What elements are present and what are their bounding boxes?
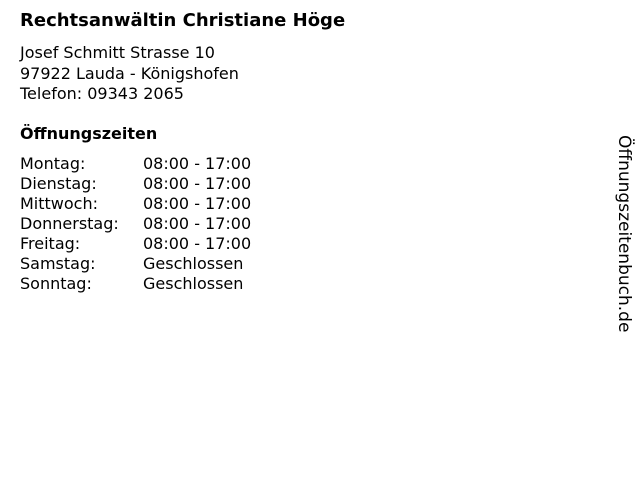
hours-row: Donnerstag: 08:00 - 17:00	[20, 214, 251, 234]
time: 08:00 - 17:00	[143, 214, 252, 233]
hours-table: Montag: 08:00 - 17:00 Dienstag: 08:00 - 17…	[20, 154, 251, 294]
hours-heading: Öffnungszeiten	[20, 124, 158, 143]
time: Geschlossen	[143, 254, 244, 273]
day: Mittwoch:	[20, 194, 98, 213]
time: 08:00 - 17:00	[143, 154, 252, 173]
hours-row: Samstag: Geschlossen	[20, 254, 251, 274]
city: 97922 Lauda - Königshofen	[20, 63, 239, 83]
day: Dienstag:	[20, 174, 97, 193]
time: 08:00 - 17:00	[143, 234, 252, 253]
site-watermark: Öffnungszeitenbuch.de	[614, 135, 634, 333]
hours-row: Freitag: 08:00 - 17:00	[20, 234, 251, 254]
time: 08:00 - 17:00	[143, 194, 252, 213]
day: Donnerstag:	[20, 214, 119, 233]
business-name: Rechtsanwältin Christiane Höge	[20, 10, 346, 31]
hours-row: Montag: 08:00 - 17:00	[20, 154, 251, 174]
time: 08:00 - 17:00	[143, 174, 252, 193]
hours-row: Mittwoch: 08:00 - 17:00	[20, 194, 251, 214]
day: Samstag:	[20, 254, 96, 273]
day: Freitag:	[20, 234, 81, 253]
hours-row: Sonntag: Geschlossen	[20, 274, 251, 294]
day: Sonntag:	[20, 274, 92, 293]
day: Montag:	[20, 154, 86, 173]
address-block: Josef Schmitt Strasse 10 97922 Lauda - K…	[20, 43, 239, 105]
hours-row: Dienstag: 08:00 - 17:00	[20, 174, 251, 194]
phone: Telefon: 09343 2065	[20, 84, 184, 103]
street: Josef Schmitt Strasse 10	[20, 43, 215, 62]
time: Geschlossen	[143, 274, 244, 293]
